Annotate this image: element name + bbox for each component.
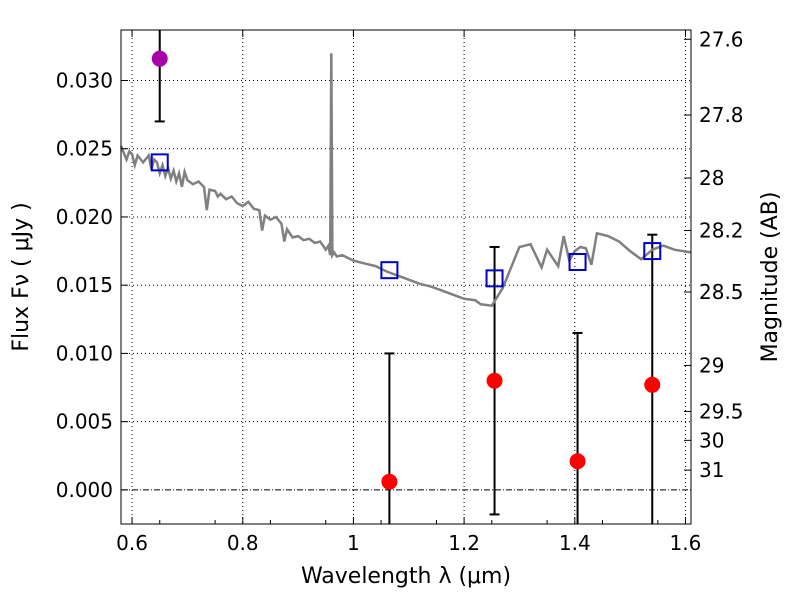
- observed-point: [569, 453, 586, 470]
- x-axis: 0.6 0.8 1 1.2 1.4 1.6: [116, 30, 701, 555]
- y2-tick-label: 29: [699, 353, 724, 377]
- x-axis-label: Wavelength λ (μm): [301, 564, 511, 589]
- y2-tick-label: 27.6: [699, 27, 744, 51]
- observed-point: [486, 372, 503, 389]
- y2-tick-label: 28: [699, 166, 724, 190]
- model-point: [380, 261, 399, 280]
- y-tick-label: 0.020: [56, 205, 113, 229]
- y2-tick-label: 28.5: [699, 280, 744, 304]
- y-tick-label: 0.030: [56, 68, 113, 92]
- model-point: [485, 269, 504, 288]
- y-tick-label: 0.025: [56, 137, 113, 161]
- x-tick-label: 1.6: [670, 531, 702, 555]
- plot-frame: [120, 29, 692, 525]
- x-tick-label: 1.2: [448, 531, 480, 555]
- model-point: [568, 252, 587, 271]
- y2-axis-label: Magnitude (AB): [758, 192, 783, 363]
- spectrum-line: [119, 53, 692, 308]
- y2-tick-label: 31: [699, 458, 724, 482]
- observed-point: [381, 473, 398, 490]
- y-tick-label: 0.005: [56, 410, 113, 434]
- x-tick-label: 0.8: [227, 531, 259, 555]
- x-tick-label: 0.6: [116, 531, 148, 555]
- y2-tick-label: 29.5: [699, 399, 744, 423]
- y-tick-label: 0.010: [56, 341, 113, 365]
- y-tick-label: 0.000: [56, 478, 113, 502]
- model-point: [150, 153, 169, 172]
- y2-tick-label: 30: [699, 428, 724, 452]
- x-tick-label: 1.4: [559, 531, 591, 555]
- y2-axis: 27.6 27.8 28 28.2 28.5 29 29.5 30 31: [684, 27, 744, 482]
- error-bars: [154, 30, 658, 524]
- y-tick-label: 0.015: [56, 273, 113, 297]
- x-tick-label: 1: [347, 531, 360, 555]
- observed-points: [151, 50, 661, 490]
- model-points: [150, 153, 662, 288]
- model-point: [643, 242, 662, 261]
- gridlines: [121, 30, 691, 524]
- y-axis: 0.000 0.005 0.010 0.015 0.020 0.025 0.030: [56, 68, 128, 502]
- y2-tick-label: 28.2: [699, 218, 744, 242]
- y-axis-label: Flux Fν ( μJy ): [9, 202, 34, 351]
- observed-point: [151, 50, 168, 67]
- observed-point: [644, 376, 661, 393]
- y2-tick-label: 27.8: [699, 103, 744, 127]
